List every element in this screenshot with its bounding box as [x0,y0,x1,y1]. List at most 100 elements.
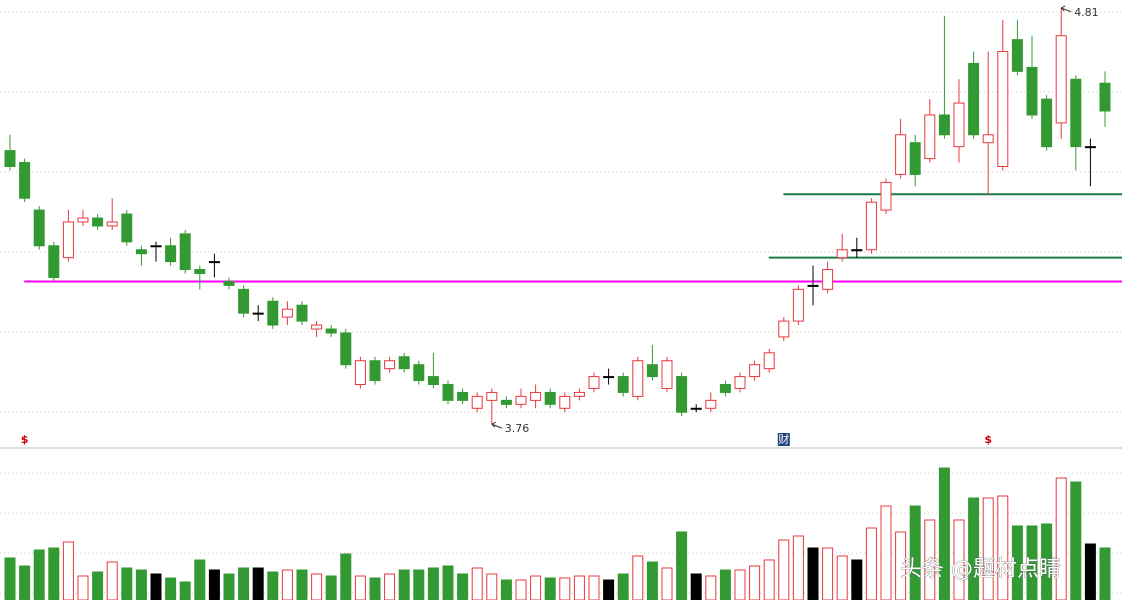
candle-body [48,245,60,278]
volume-bar [179,581,191,600]
candle-body [238,288,250,314]
volume-bar [982,497,994,600]
candle-body [1041,98,1053,148]
volume-bar [442,565,454,600]
candle-body [281,308,293,318]
volume-bar [150,573,162,600]
volume-bar [719,569,731,600]
candle-body [749,364,761,378]
candle-body [179,233,191,271]
watermark: 头条 @题材点睛 [900,557,1061,582]
volume-bar [617,573,629,600]
event-marker: $ [21,433,29,446]
volume-bar [1084,543,1096,600]
volume-bar [325,575,337,600]
candle-body [340,332,352,366]
candle-body [982,134,994,144]
candle-body [77,217,89,223]
candle-body [150,245,162,248]
candle-body [194,269,206,275]
candle-body [719,384,731,393]
candle-body [223,280,235,286]
candle-body [4,150,16,167]
event-marker: 财 [778,432,789,446]
annotation-arrow [1060,5,1072,13]
volume-bar [4,557,16,600]
volume-bar [252,567,264,600]
volume-bar [792,535,804,600]
volume-bar [909,505,921,600]
candle-body [1084,146,1096,149]
event-marker-box [777,433,790,446]
candle-body [33,209,45,247]
volume-bar [807,547,819,600]
candle-body [530,391,542,401]
candle-body [267,300,279,326]
candle-body [500,399,512,405]
annotation-arrow [491,421,502,429]
high-label: 4.81 [1074,6,1099,19]
volume-bar [296,569,308,600]
volume-bar [33,549,45,600]
candle-body [1070,78,1082,148]
volume-bar [427,567,439,600]
candle-body [442,384,454,401]
candle-body [588,376,600,389]
volume-bar [194,559,206,600]
volume-bar [953,519,965,600]
volume-bar [646,561,658,600]
candle-body [384,360,396,370]
low-label: 3.76 [505,422,530,435]
candle-body [851,249,863,252]
volume-bar [997,495,1009,600]
candle-body [676,376,688,413]
volume-bar [340,553,352,600]
volume-bar [734,569,746,600]
volume-bar [208,569,220,600]
volume-bar [413,569,425,600]
candle-body [398,356,410,370]
candle-body [311,324,323,330]
volume-bar [515,579,527,600]
volume-bar [544,577,556,600]
volume-bar [763,559,775,600]
volume-bar [457,573,469,600]
candle-body [661,360,673,389]
volume-bar [924,519,936,600]
candle-body [427,376,439,386]
volume-bar [822,547,834,600]
candle-body [603,376,615,379]
volume-bar [369,577,381,600]
candle-body [252,312,264,315]
volume-bar [486,573,498,600]
volume-bar [895,531,907,600]
candle-body [544,391,556,405]
candle-body [486,391,498,401]
volume-bar [281,569,293,600]
volume-bar [938,467,950,600]
candle-body [1026,66,1038,116]
volume-bar [559,577,571,600]
candle-body [135,249,147,255]
volume-bar [267,571,279,600]
volume-bar [603,579,615,600]
volume-bar [471,567,483,600]
candle-body [705,399,717,409]
candle-body [646,364,658,378]
candle-body [997,51,1009,167]
candle-body [734,376,746,389]
candle-body [1011,39,1023,72]
volume-bar [384,573,396,600]
candle-body [325,328,337,334]
candle-body [413,364,425,382]
volume-bar [135,569,147,600]
candle-body [296,304,308,322]
candle-body [632,360,644,397]
volume-bar [1099,547,1111,600]
candle-body [895,134,907,175]
volume-bar [500,579,512,600]
candle-body [880,181,892,211]
candle-body [807,284,819,287]
volume-bar [690,573,702,600]
candle-body [1055,35,1067,124]
